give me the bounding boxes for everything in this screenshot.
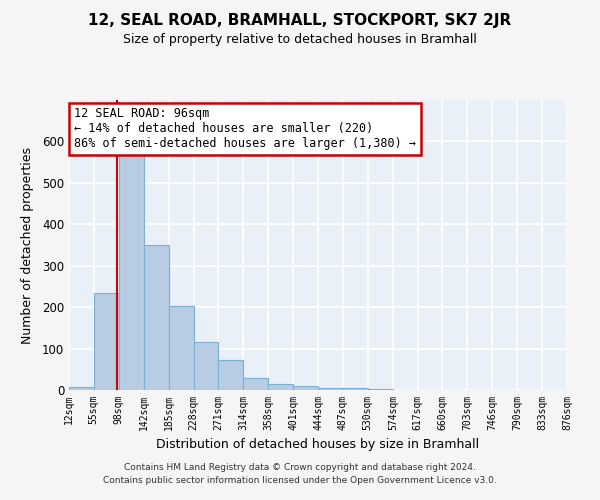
Bar xyxy=(119,150,144,390)
Bar xyxy=(293,386,318,390)
Text: Size of property relative to detached houses in Bramhall: Size of property relative to detached ho… xyxy=(123,32,477,46)
Bar xyxy=(243,378,268,390)
Text: 12, SEAL ROAD, BRAMHALL, STOCKPORT, SK7 2JR: 12, SEAL ROAD, BRAMHALL, STOCKPORT, SK7 … xyxy=(88,12,512,28)
Bar xyxy=(144,245,169,390)
Bar xyxy=(69,387,94,390)
Bar xyxy=(343,388,368,390)
Y-axis label: Number of detached properties: Number of detached properties xyxy=(20,146,34,344)
Bar xyxy=(94,292,119,390)
Bar xyxy=(368,389,393,390)
Text: Contains public sector information licensed under the Open Government Licence v3: Contains public sector information licen… xyxy=(103,476,497,485)
Text: Contains HM Land Registry data © Crown copyright and database right 2024.: Contains HM Land Registry data © Crown c… xyxy=(124,464,476,472)
Bar xyxy=(268,384,293,390)
X-axis label: Distribution of detached houses by size in Bramhall: Distribution of detached houses by size … xyxy=(157,438,479,452)
Bar xyxy=(193,342,218,390)
Text: 12 SEAL ROAD: 96sqm
← 14% of detached houses are smaller (220)
86% of semi-detac: 12 SEAL ROAD: 96sqm ← 14% of detached ho… xyxy=(74,108,416,150)
Bar xyxy=(218,360,243,390)
Bar xyxy=(318,388,343,390)
Bar xyxy=(169,306,193,390)
